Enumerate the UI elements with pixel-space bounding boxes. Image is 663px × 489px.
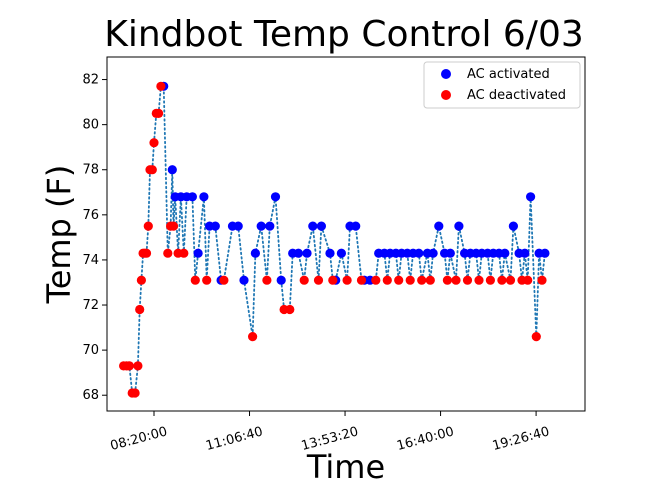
deactivated-point: [262, 275, 272, 285]
y-axis: 68 70 72 74 76 78 80 82: [82, 73, 107, 403]
activated-point: [302, 248, 312, 258]
activated-point: [520, 248, 530, 258]
legend: AC activated AC deactivated: [423, 61, 581, 109]
deactivated-point: [313, 275, 324, 285]
deactivated-point: [442, 275, 452, 285]
deactivated-point: [285, 304, 295, 315]
deactivated-point: [135, 304, 145, 315]
activated-point: [256, 221, 266, 231]
y-axis-label: Temp (F): [40, 165, 78, 305]
activated-point: [308, 221, 318, 231]
deactivated-point: [382, 275, 392, 285]
activated-point: [193, 248, 203, 258]
deactivated-point: [417, 275, 427, 285]
legend-marker-activated: [441, 69, 451, 79]
activated-point: [250, 248, 260, 258]
deactivated-point: [405, 275, 415, 285]
y-tick-label: 78: [82, 163, 99, 178]
activated-point: [316, 221, 326, 231]
deactivated-point: [371, 275, 381, 285]
deactivated-point: [505, 275, 516, 285]
deactivated-point: [451, 275, 461, 285]
deactivated-point: [248, 332, 258, 342]
points-layer: [119, 81, 550, 398]
y-tick-label: 82: [82, 73, 99, 88]
y-tick-label: 70: [82, 343, 99, 358]
legend-label-activated: AC activated: [467, 67, 550, 82]
series-ac-deactivated: [119, 81, 547, 398]
deactivated-point: [141, 248, 152, 258]
activated-point: [167, 165, 177, 175]
activated-point: [500, 248, 510, 258]
y-tick-label: 72: [82, 298, 99, 313]
activated-point: [428, 248, 438, 258]
deactivated-point: [143, 221, 153, 231]
activated-point: [187, 192, 197, 202]
activated-point: [540, 248, 550, 258]
deactivated-point: [356, 275, 367, 285]
y-tick-label: 76: [82, 208, 99, 223]
legend-label-deactivated: AC deactivated: [467, 88, 566, 103]
activated-point: [265, 221, 275, 231]
activated-point: [336, 248, 346, 258]
legend-box: [423, 61, 581, 109]
y-tick-label: 74: [82, 253, 99, 268]
deactivated-point: [130, 388, 140, 398]
deactivated-point: [168, 221, 179, 231]
y-tick-label: 80: [82, 118, 99, 133]
activated-point: [454, 221, 464, 231]
y-tick-label: 68: [82, 388, 99, 403]
activated-point: [434, 221, 444, 231]
deactivated-point: [299, 275, 309, 285]
deactivated-point: [163, 248, 173, 258]
deactivated-point: [154, 108, 164, 118]
deactivated-point: [394, 275, 404, 285]
activated-point: [276, 275, 286, 285]
activated-point: [233, 221, 243, 231]
plot-frame: [106, 56, 586, 412]
activated-point: [293, 248, 303, 258]
deactivated-point: [219, 275, 229, 285]
deactivated-point: [425, 275, 435, 285]
activated-point: [414, 248, 424, 258]
deactivated-point: [342, 275, 352, 285]
activated-point: [239, 275, 249, 285]
deactivated-point: [462, 275, 473, 285]
deactivated-point: [156, 81, 166, 91]
deactivated-point: [202, 275, 212, 285]
deactivated-point: [523, 275, 533, 285]
activated-point: [508, 221, 518, 231]
activated-point: [325, 248, 335, 258]
chart-title: Kindbot Temp Control 6/03: [104, 14, 584, 55]
deactivated-point: [497, 275, 507, 285]
deactivated-point: [328, 275, 338, 285]
deactivated-point: [133, 361, 143, 371]
activated-point: [351, 221, 361, 231]
x-axis-label: Time: [306, 448, 385, 486]
deactivated-point: [149, 138, 159, 148]
deactivated-point: [531, 332, 541, 342]
activated-point: [526, 192, 536, 202]
activated-point: [270, 192, 281, 202]
deactivated-point: [537, 275, 547, 285]
deactivated-point: [190, 275, 200, 285]
plot-area: [106, 56, 586, 412]
deactivated-point: [179, 248, 189, 258]
deactivated-point: [136, 275, 146, 285]
activated-point: [199, 192, 209, 202]
deactivated-point: [485, 275, 495, 285]
legend-marker-deactivated: [441, 90, 451, 100]
activated-point: [445, 248, 455, 258]
deactivated-point: [474, 275, 484, 285]
activated-point: [210, 221, 220, 231]
deactivated-point: [147, 165, 157, 175]
deactivated-point: [124, 361, 134, 371]
